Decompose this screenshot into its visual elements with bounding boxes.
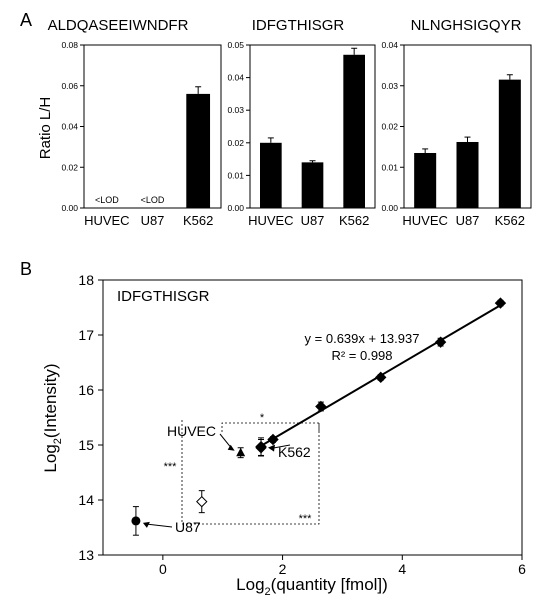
y-tick-label: 0.03 bbox=[381, 81, 398, 91]
chart-title: IDFGTHISGR bbox=[252, 17, 345, 34]
scatter-chart: IDFGTHISGR y = 0.639x + 13.937 R² = 0.99… bbox=[41, 272, 526, 598]
significance-bracket bbox=[221, 422, 320, 432]
y-tick-label: 0.04 bbox=[227, 73, 244, 83]
bar-chart-2: IDFGTHISGR 0.00 0.01 0.02 0.03 0.04 0.05 HUVEC… bbox=[227, 17, 376, 228]
bar-huvec bbox=[260, 142, 282, 208]
category-label: U87 bbox=[141, 213, 165, 228]
bar-chart-3: NLNGHSIGQYR 0.00 0.01 0.02 0.03 0.04 HUVEC U87… bbox=[381, 17, 532, 228]
significance-mark: *** bbox=[299, 513, 313, 525]
panel-label-a: A bbox=[20, 10, 32, 30]
calibration-point bbox=[315, 400, 327, 413]
calibration-point bbox=[434, 336, 447, 348]
y-tick-label: 0.02 bbox=[227, 138, 244, 148]
y-tick-label: 0.04 bbox=[381, 40, 398, 50]
plot-frame bbox=[102, 279, 523, 556]
y-tick-label: 14 bbox=[78, 492, 94, 508]
sample-point-huvec bbox=[236, 447, 246, 457]
fit-r2: R² = 0.998 bbox=[331, 348, 392, 363]
bar-chart-1: ALDQASEEIWNDFR Ratio L/H 0.00 0.02 0.04 0.0… bbox=[37, 17, 222, 228]
bar-u87 bbox=[456, 141, 479, 208]
x-tick-label: 6 bbox=[518, 561, 526, 577]
y-tick-label: 0.02 bbox=[381, 122, 398, 132]
sample-point-k562 bbox=[255, 440, 267, 453]
y-tick-label: 0.04 bbox=[61, 122, 78, 132]
sample-point bbox=[196, 495, 208, 508]
significance-mark: * bbox=[260, 412, 265, 424]
category-label: HUVEC bbox=[402, 213, 448, 228]
y-axis-label: Log2(Intensity) bbox=[41, 363, 64, 472]
y-tick-label: 0.01 bbox=[227, 170, 244, 180]
bar-k562 bbox=[186, 93, 211, 208]
bar-note: <LOD bbox=[141, 195, 165, 205]
arrowhead bbox=[227, 444, 235, 451]
bar-note: <LOD bbox=[95, 195, 119, 205]
y-axis-label: Ratio L/H bbox=[37, 97, 54, 160]
y-tick-label: 0.00 bbox=[227, 203, 244, 213]
y-tick-label: 18 bbox=[78, 272, 94, 288]
bar-k562 bbox=[498, 79, 521, 208]
y-tick-label: 16 bbox=[78, 382, 94, 398]
y-tick-label: 0.02 bbox=[61, 162, 78, 172]
x-tick-label: 4 bbox=[398, 561, 406, 577]
arrowhead bbox=[142, 521, 150, 528]
significance-bracket bbox=[181, 420, 222, 525]
category-label: K562 bbox=[495, 213, 525, 228]
chart-title: NLNGHSIGQYR bbox=[411, 17, 522, 34]
category-label: HUVEC bbox=[84, 213, 130, 228]
category-label: U87 bbox=[456, 213, 480, 228]
significance-mark: *** bbox=[164, 461, 178, 473]
annotation-arrow bbox=[144, 523, 173, 528]
chart-title: IDFGTHISGR bbox=[117, 288, 210, 305]
category-label: U87 bbox=[301, 213, 325, 228]
sample-point-u87 bbox=[131, 516, 141, 526]
y-tick-label: 0.03 bbox=[227, 105, 244, 115]
calibration-point bbox=[375, 371, 387, 384]
bar-huvec bbox=[414, 152, 437, 208]
category-label: K562 bbox=[183, 213, 213, 228]
y-tick-label: 0.00 bbox=[61, 203, 78, 213]
x-tick-label: 0 bbox=[159, 561, 167, 577]
x-tick-label: 2 bbox=[279, 561, 287, 577]
y-tick-label: 0.05 bbox=[227, 40, 244, 50]
calibration-point bbox=[267, 433, 279, 446]
x-axis-label: Log2(quantity [fmol]) bbox=[236, 575, 388, 598]
y-tick-label: 0.00 bbox=[381, 203, 398, 213]
annotation-huvec: HUVEC bbox=[167, 423, 216, 439]
chart-title: ALDQASEEIWNDFR bbox=[48, 17, 189, 34]
annotation-k562: K562 bbox=[278, 444, 311, 460]
annotation-u87: U87 bbox=[175, 519, 201, 535]
y-tick-label: 0.08 bbox=[61, 40, 78, 50]
calibration-point bbox=[494, 297, 507, 309]
bar-k562 bbox=[343, 54, 365, 208]
significance-bracket bbox=[222, 423, 320, 525]
panel-label-b: B bbox=[20, 259, 32, 279]
y-tick-label: 13 bbox=[78, 547, 94, 563]
category-label: HUVEC bbox=[248, 213, 294, 228]
arrowhead bbox=[268, 444, 276, 452]
fit-equation: y = 0.639x + 13.937 bbox=[305, 331, 420, 346]
y-tick-label: 0.06 bbox=[61, 81, 78, 91]
category-label: K562 bbox=[339, 213, 369, 228]
y-tick-label: 0.01 bbox=[381, 162, 398, 172]
y-tick-label: 15 bbox=[78, 437, 94, 453]
bar-u87 bbox=[301, 162, 324, 208]
y-tick-label: 17 bbox=[78, 327, 94, 343]
